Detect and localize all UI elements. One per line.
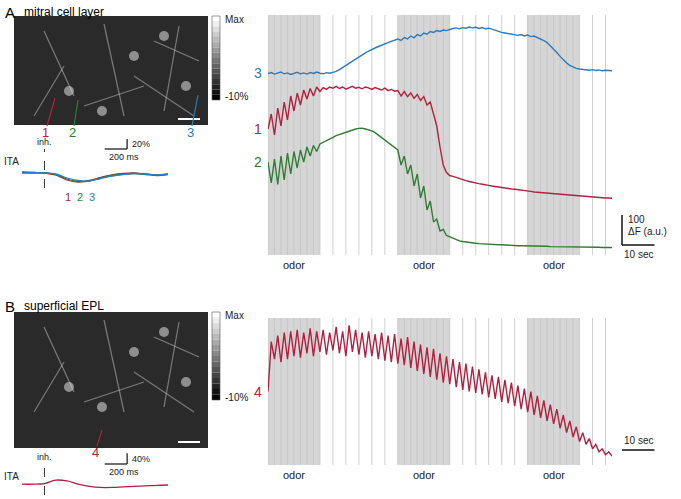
svg-text:4: 4	[254, 384, 262, 400]
svg-text:200 ms: 200 ms	[109, 152, 139, 162]
svg-text:4: 4	[92, 445, 99, 460]
svg-text:3: 3	[254, 65, 262, 81]
svg-text:odor: odor	[543, 469, 565, 481]
svg-text:2: 2	[254, 154, 262, 170]
svg-text:odor: odor	[413, 259, 435, 271]
svg-text:10 sec: 10 sec	[624, 435, 653, 446]
svg-text:10 sec: 10 sec	[624, 249, 653, 260]
svg-text:3: 3	[187, 125, 194, 140]
svg-text:3: 3	[89, 191, 95, 203]
svg-text:2: 2	[77, 191, 83, 203]
svg-text:-10%: -10%	[225, 392, 248, 403]
svg-text:inh.: inh.	[37, 452, 52, 462]
svg-text:A: A	[5, 4, 15, 21]
svg-text:1: 1	[42, 125, 49, 140]
svg-text:odor: odor	[283, 259, 305, 271]
svg-text:ITA: ITA	[4, 471, 19, 482]
svg-text:200 ms: 200 ms	[109, 467, 139, 477]
svg-text:1: 1	[254, 121, 262, 137]
svg-text:-10%: -10%	[225, 91, 248, 102]
svg-text:20%: 20%	[132, 139, 150, 149]
svg-text:ΔF (a.u.): ΔF (a.u.)	[628, 226, 667, 237]
svg-text:ITA: ITA	[4, 156, 19, 167]
svg-text:inh.: inh.	[37, 137, 52, 147]
svg-text:2: 2	[69, 125, 76, 140]
svg-text:mitral cell layer: mitral cell layer	[24, 5, 104, 19]
svg-text:40%: 40%	[132, 454, 150, 464]
svg-text:odor: odor	[413, 469, 435, 481]
svg-text:1: 1	[65, 191, 71, 203]
svg-text:B: B	[5, 298, 15, 315]
svg-text:Max: Max	[225, 310, 244, 321]
svg-text:odor: odor	[543, 259, 565, 271]
svg-text:Max: Max	[225, 14, 244, 25]
svg-text:odor: odor	[283, 469, 305, 481]
svg-text:100: 100	[628, 214, 645, 225]
svg-text:superficial EPL: superficial EPL	[24, 299, 104, 313]
